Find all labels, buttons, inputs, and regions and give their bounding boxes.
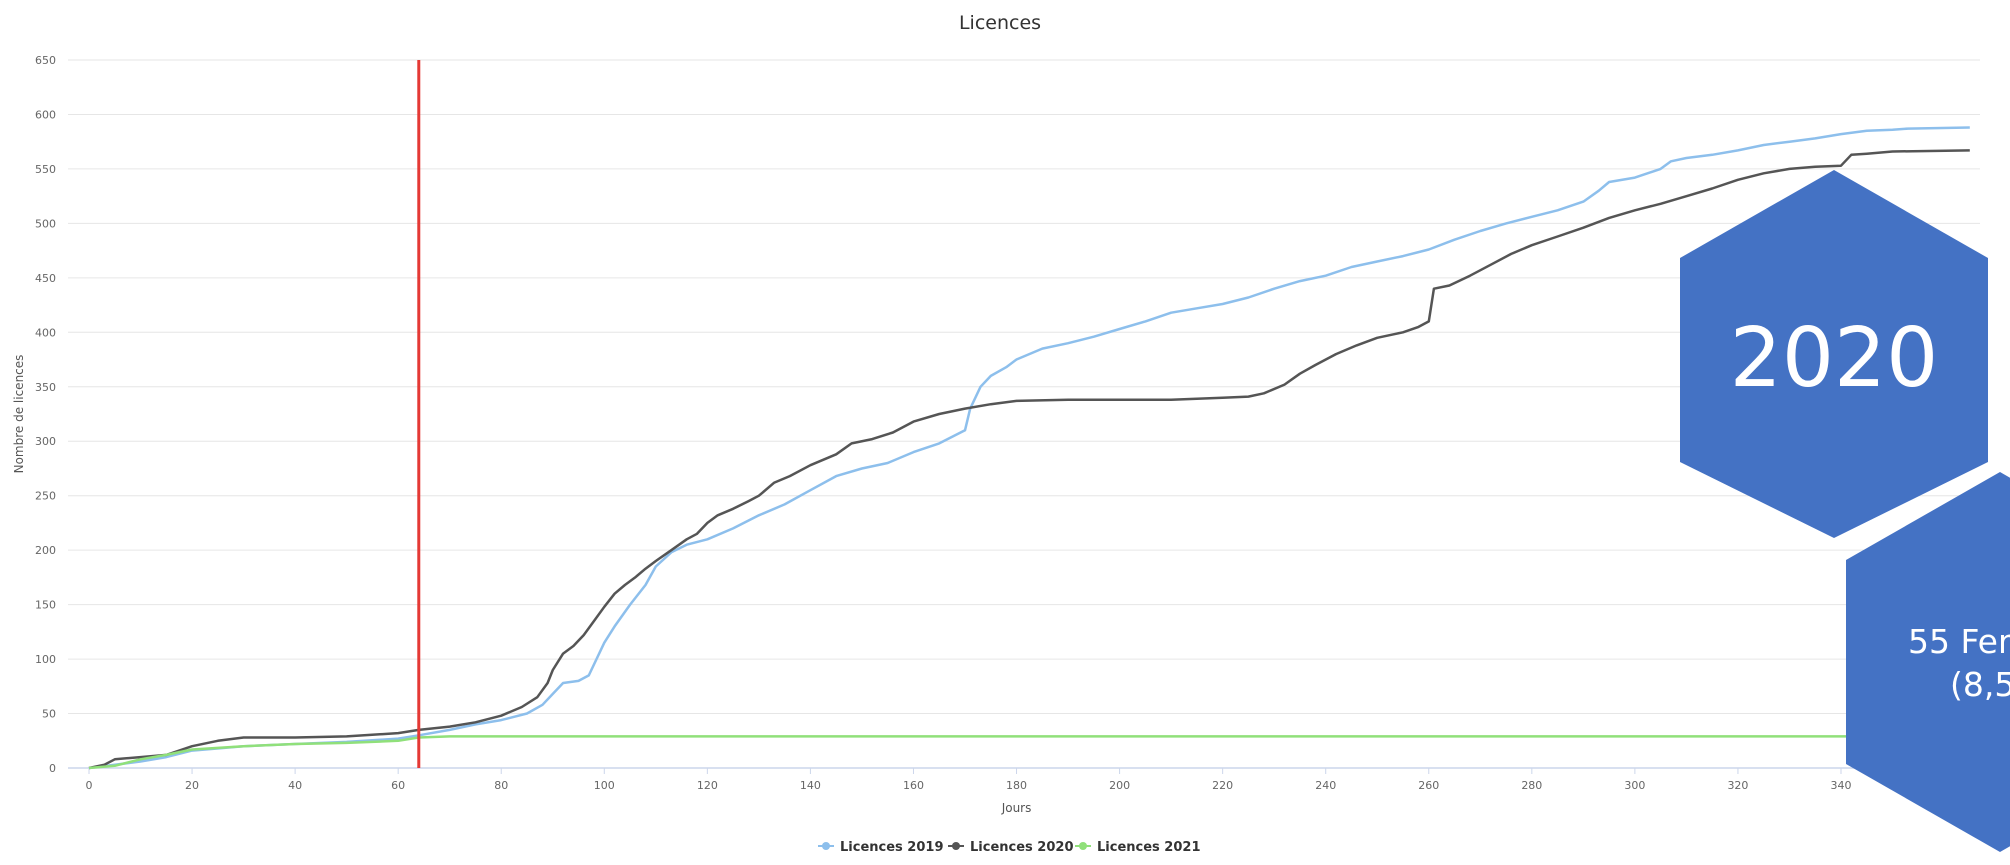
x-tick-label: 60 bbox=[391, 779, 405, 792]
x-tick-label: 180 bbox=[1006, 779, 1027, 792]
legend-item-label: Licences 2021 bbox=[1097, 840, 1201, 855]
x-tick-label: 120 bbox=[697, 779, 718, 792]
y-tick-label: 300 bbox=[35, 435, 56, 448]
series-lines bbox=[88, 126, 1970, 770]
series-line-1 bbox=[88, 126, 1970, 770]
hexagon-women-line1: 55 Fem bbox=[1908, 622, 2010, 661]
y-tick-label: 400 bbox=[35, 326, 56, 339]
y-tick-label: 50 bbox=[42, 708, 56, 721]
y-tick-label: 450 bbox=[35, 272, 56, 285]
x-tick-label: 100 bbox=[594, 779, 615, 792]
x-tick-label: 260 bbox=[1418, 779, 1439, 792]
y-tick-label: 200 bbox=[35, 544, 56, 557]
y-tick-label: 500 bbox=[35, 217, 56, 230]
x-axis-label: Jours bbox=[1001, 801, 1032, 815]
x-tick-label: 300 bbox=[1624, 779, 1645, 792]
x-axis-ticks: 0 20 40 60 80 100 120 140 160 180 200 220 240 260 280 3… bbox=[86, 768, 1852, 792]
y-tick-label: 250 bbox=[35, 490, 56, 503]
x-tick-label: 220 bbox=[1212, 779, 1233, 792]
hexagon-women-line2: (8,5 bbox=[1950, 665, 2010, 704]
x-tick-label: 40 bbox=[288, 779, 302, 792]
hexagon-shape-women bbox=[1846, 472, 2010, 852]
hexagon-shape-2020 bbox=[1680, 170, 1988, 538]
x-tick-label: 80 bbox=[494, 779, 508, 792]
legend-swatch-marker bbox=[822, 842, 830, 850]
hexagon-2020-label: 2020 bbox=[1730, 311, 1939, 406]
x-tick-label: 280 bbox=[1521, 779, 1542, 792]
hexagon-2020: 2020 bbox=[1680, 170, 1988, 538]
y-tick-label: 100 bbox=[35, 653, 56, 666]
y-tick-label: 0 bbox=[49, 762, 56, 775]
series-line-3 bbox=[88, 735, 1970, 770]
y-axis-ticks: 0 50 100 150 200 250 300 350 400 450 500 550 600 650 bbox=[35, 54, 56, 775]
y-axis-label: Nombre de licences bbox=[12, 355, 26, 474]
legend-item-label: Licences 2019 bbox=[840, 840, 944, 855]
x-tick-label: 320 bbox=[1727, 779, 1748, 792]
x-tick-label: 140 bbox=[800, 779, 821, 792]
y-tick-label: 550 bbox=[35, 163, 56, 176]
x-tick-label: 340 bbox=[1831, 779, 1852, 792]
y-tick-label: 650 bbox=[35, 54, 56, 67]
x-tick-label: 200 bbox=[1109, 779, 1130, 792]
gridlines bbox=[68, 59, 1980, 715]
y-tick-label: 350 bbox=[35, 381, 56, 394]
y-tick-label: 150 bbox=[35, 599, 56, 612]
chart-title: Licences bbox=[959, 12, 1041, 34]
x-tick-label: 240 bbox=[1315, 779, 1336, 792]
x-tick-label: 160 bbox=[903, 779, 924, 792]
x-tick-label: 20 bbox=[185, 779, 199, 792]
legend: Licences 2019 Licences 2020 Licences 2021 bbox=[818, 840, 1201, 855]
legend-swatch-marker bbox=[1079, 842, 1087, 850]
legend-swatch-marker bbox=[952, 842, 960, 850]
y-tick-label: 600 bbox=[35, 108, 56, 121]
hexagon-women: 55 Fem (8,5 bbox=[1846, 472, 2010, 852]
x-tick-label: 0 bbox=[86, 779, 93, 792]
series-line-2 bbox=[88, 149, 1970, 770]
legend-item-label: Licences 2020 bbox=[970, 840, 1074, 855]
